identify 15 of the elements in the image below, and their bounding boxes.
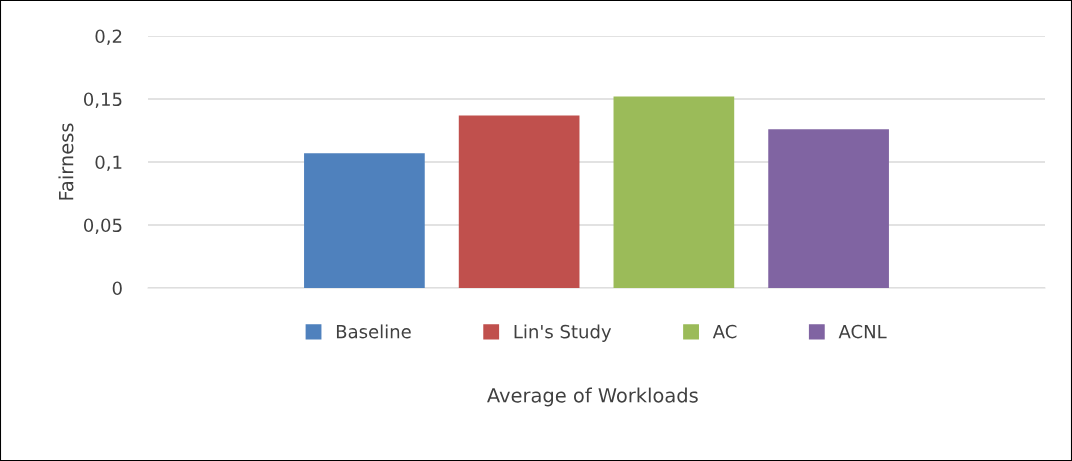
legend-label: Baseline: [336, 324, 411, 339]
bar: [768, 129, 889, 288]
y-tick-label: 0: [112, 281, 122, 296]
bar: [458, 115, 580, 288]
y-tick-label: 0,15: [83, 92, 122, 108]
legend-label: Lin's Study: [514, 324, 612, 342]
y-tick-label: 0,05: [83, 218, 122, 234]
bar: [613, 96, 735, 288]
bar: [304, 153, 425, 288]
y-tick-label: 0,2: [95, 29, 122, 45]
y-axis-title: Fairness: [58, 123, 74, 200]
legend-label: ACNL: [838, 324, 887, 339]
legend-label: AC: [712, 324, 737, 339]
y-tick-label: 0,1: [95, 155, 122, 171]
text: Average of Workloads: [487, 387, 698, 407]
